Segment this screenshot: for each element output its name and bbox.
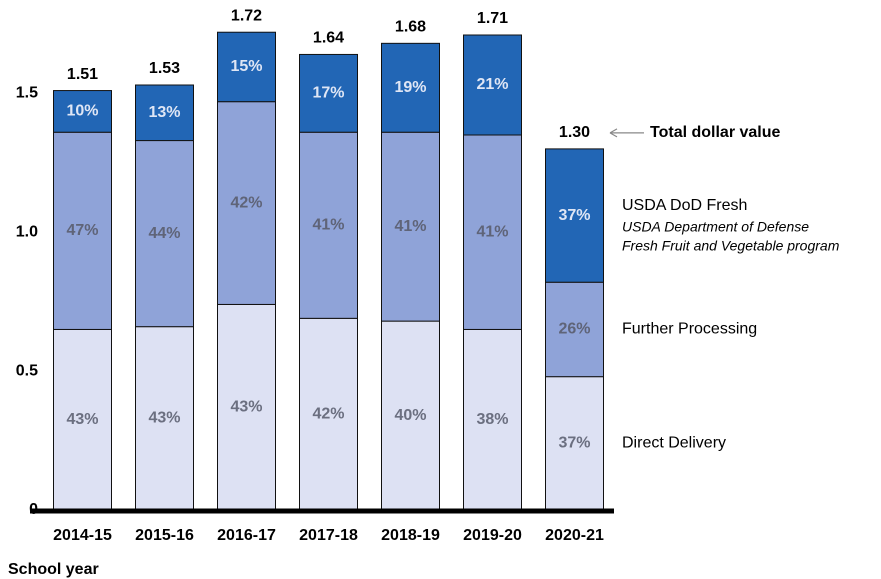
segment-label: 37% — [558, 207, 590, 224]
legend-label: USDA DoD Fresh — [622, 197, 747, 214]
bar-segment — [53, 90, 112, 133]
total-label: 1.68 — [395, 19, 426, 36]
segment-label: 19% — [394, 79, 426, 96]
total-label: 1.30 — [559, 124, 590, 141]
segment-label: 26% — [558, 321, 590, 338]
segment-label: 40% — [394, 407, 426, 424]
annotation: Total dollar value — [650, 124, 781, 141]
segment-label: 17% — [312, 85, 344, 102]
bar-segment — [463, 34, 522, 136]
y-tick-label: 0.5 — [16, 362, 38, 379]
segment-label: 37% — [558, 435, 590, 452]
bar-segment — [299, 131, 358, 319]
bar-segment — [381, 42, 440, 133]
segment-label: 41% — [476, 223, 508, 240]
segment-label: 13% — [148, 104, 180, 121]
x-tick-label: 2016-17 — [217, 527, 276, 544]
segment-label: 38% — [476, 411, 508, 428]
x-tick-label: 2014-15 — [53, 527, 112, 544]
bar-segment — [217, 101, 276, 305]
segment-label: 21% — [476, 76, 508, 93]
bar-segment — [135, 140, 194, 328]
x-tick-label: 2020-21 — [545, 527, 604, 544]
y-tick-label: 1.5 — [16, 85, 38, 102]
segment-label: 41% — [394, 218, 426, 235]
bar-segment — [217, 31, 276, 103]
segment-label: 42% — [230, 194, 262, 211]
x-tick-label: 2019-20 — [463, 527, 522, 544]
bar-segment — [545, 281, 604, 378]
legend-label: Further Processing — [622, 321, 757, 338]
segment-label: 15% — [230, 58, 262, 75]
legend-label: Direct Delivery — [622, 435, 726, 452]
bar-segment — [463, 328, 522, 511]
bar-segment — [545, 148, 604, 283]
segment-label: 43% — [230, 398, 262, 415]
bar-segment — [545, 376, 604, 511]
x-axis-label: School year — [8, 561, 99, 578]
x-tick-label: 2015-16 — [135, 527, 194, 544]
total-label: 1.53 — [149, 60, 180, 77]
bar-segment — [463, 134, 522, 330]
segment-label: 43% — [148, 410, 180, 427]
bar-segment — [135, 84, 194, 142]
segment-label: 43% — [66, 411, 98, 428]
segment-label: 10% — [66, 103, 98, 120]
x-tick-label: 2017-18 — [299, 527, 358, 544]
bar-segment — [381, 131, 440, 322]
total-label: 1.71 — [477, 10, 508, 27]
annotation-arrowhead — [609, 128, 618, 138]
total-label: 1.72 — [231, 7, 262, 24]
segment-label: 42% — [312, 405, 344, 422]
segment-label: 47% — [66, 222, 98, 239]
total-label: 1.51 — [67, 66, 98, 83]
legend-note: Fresh Fruit and Vegetable program — [622, 237, 840, 253]
segment-label: 44% — [148, 225, 180, 242]
x-tick-label: 2018-19 — [381, 527, 440, 544]
segment-label: 41% — [312, 216, 344, 233]
legend-note: USDA Department of Defense — [622, 218, 809, 234]
y-tick-label: 1.0 — [16, 223, 38, 240]
bar-segment — [299, 317, 358, 511]
total-label: 1.64 — [313, 30, 344, 47]
bar-segment — [53, 131, 112, 330]
bar-segment — [299, 53, 358, 133]
